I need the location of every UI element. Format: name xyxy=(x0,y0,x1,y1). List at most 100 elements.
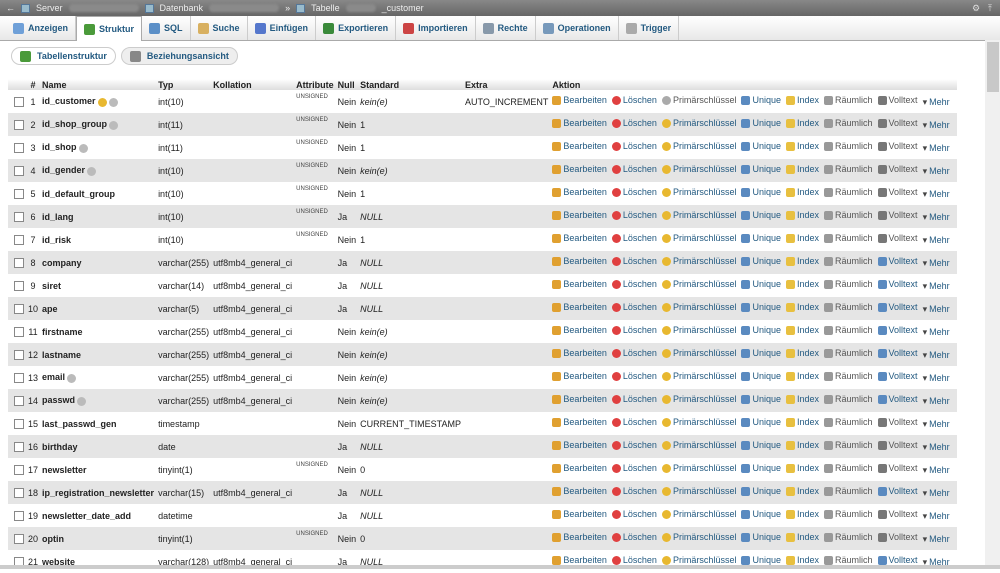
row-checkbox[interactable] xyxy=(14,120,24,130)
action-edit[interactable]: Bearbeiten xyxy=(552,440,607,450)
action-unique[interactable]: Unique xyxy=(741,486,781,496)
action-drop[interactable]: Löschen xyxy=(611,463,657,473)
action-drop[interactable]: Löschen xyxy=(611,118,657,128)
action-more[interactable]: ▾ Mehr xyxy=(923,396,950,407)
action-index[interactable]: Index xyxy=(785,325,819,335)
action-drop[interactable]: Löschen xyxy=(611,394,657,404)
action-drop[interactable]: Löschen xyxy=(611,348,657,358)
header-extra[interactable]: Extra xyxy=(463,79,551,90)
action-primary[interactable]: Primärschlüssel xyxy=(661,302,736,312)
column-name[interactable]: ip_registration_newsletter xyxy=(42,487,155,498)
action-drop[interactable]: Löschen xyxy=(611,555,657,565)
row-checkbox[interactable] xyxy=(14,235,24,245)
action-more[interactable]: ▾ Mehr xyxy=(923,166,950,177)
action-primary[interactable]: Primärschlüssel xyxy=(661,509,736,519)
scrollbar[interactable] xyxy=(985,40,1000,565)
action-index[interactable]: Index xyxy=(785,555,819,565)
action-edit[interactable]: Bearbeiten xyxy=(552,394,607,404)
header-aktion[interactable]: Aktion xyxy=(550,79,957,90)
header-name[interactable]: Name xyxy=(40,79,157,90)
column-name[interactable]: ape xyxy=(42,303,58,314)
row-checkbox[interactable] xyxy=(14,304,24,314)
action-edit[interactable]: Bearbeiten xyxy=(552,141,607,151)
row-checkbox[interactable] xyxy=(14,143,24,153)
action-edit[interactable]: Bearbeiten xyxy=(552,210,607,220)
action-edit[interactable]: Bearbeiten xyxy=(552,256,607,266)
action-primary[interactable]: Primärschlüssel xyxy=(661,118,736,128)
action-primary[interactable]: Primärschlüssel xyxy=(661,233,736,243)
action-index[interactable]: Index xyxy=(785,141,819,151)
action-fulltext[interactable]: Volltext xyxy=(877,325,918,335)
action-drop[interactable]: Löschen xyxy=(611,164,657,174)
action-unique[interactable]: Unique xyxy=(741,256,781,266)
column-name[interactable]: last_passwd_gen xyxy=(42,418,117,429)
action-unique[interactable]: Unique xyxy=(741,509,781,519)
action-edit[interactable]: Bearbeiten xyxy=(552,187,607,197)
action-unique[interactable]: Unique xyxy=(741,95,781,105)
action-edit[interactable]: Bearbeiten xyxy=(552,555,607,565)
row-checkbox[interactable] xyxy=(14,396,24,406)
row-checkbox[interactable] xyxy=(14,327,24,337)
action-fulltext[interactable]: Volltext xyxy=(877,348,918,358)
action-unique[interactable]: Unique xyxy=(741,325,781,335)
action-index[interactable]: Index xyxy=(785,164,819,174)
action-index[interactable]: Index xyxy=(785,371,819,381)
action-more[interactable]: ▾ Mehr xyxy=(923,465,950,476)
action-fulltext[interactable]: Volltext xyxy=(877,279,918,289)
action-index[interactable]: Index xyxy=(785,256,819,266)
header-kollation[interactable]: Kollation xyxy=(211,79,295,90)
action-unique[interactable]: Unique xyxy=(741,233,781,243)
tab-importieren[interactable]: Importieren xyxy=(396,16,476,40)
row-checkbox[interactable] xyxy=(14,281,24,291)
action-unique[interactable]: Unique xyxy=(741,302,781,312)
action-primary[interactable]: Primärschlüssel xyxy=(661,187,736,197)
column-name[interactable]: lastname xyxy=(42,349,82,360)
action-edit[interactable]: Bearbeiten xyxy=(552,486,607,496)
action-edit[interactable]: Bearbeiten xyxy=(552,302,607,312)
action-fulltext[interactable]: Volltext xyxy=(877,486,918,496)
action-primary[interactable]: Primärschlüssel xyxy=(661,532,736,542)
column-name[interactable]: id_shop_group xyxy=(42,119,108,130)
action-unique[interactable]: Unique xyxy=(741,371,781,381)
action-index[interactable]: Index xyxy=(785,394,819,404)
tab-rechte[interactable]: Rechte xyxy=(476,16,536,40)
column-name[interactable]: firstname xyxy=(42,326,83,337)
action-primary[interactable]: Primärschlüssel xyxy=(661,440,736,450)
action-drop[interactable]: Löschen xyxy=(611,279,657,289)
row-checkbox[interactable] xyxy=(14,442,24,452)
action-drop[interactable]: Löschen xyxy=(611,486,657,496)
column-name[interactable]: id_risk xyxy=(42,234,72,245)
subtab-tabellenstruktur[interactable]: Tabellenstruktur xyxy=(11,47,116,65)
action-drop[interactable]: Löschen xyxy=(611,417,657,427)
action-primary[interactable]: Primärschlüssel xyxy=(661,348,736,358)
action-edit[interactable]: Bearbeiten xyxy=(552,509,607,519)
action-unique[interactable]: Unique xyxy=(741,210,781,220)
action-fulltext[interactable]: Volltext xyxy=(877,555,918,565)
action-more[interactable]: ▾ Mehr xyxy=(923,189,950,200)
row-checkbox[interactable] xyxy=(14,373,24,383)
column-name[interactable]: id_lang xyxy=(42,211,74,222)
action-unique[interactable]: Unique xyxy=(741,279,781,289)
row-checkbox[interactable] xyxy=(14,258,24,268)
action-drop[interactable]: Löschen xyxy=(611,532,657,542)
header-standard[interactable]: Standard xyxy=(358,79,464,90)
column-name[interactable]: email xyxy=(42,372,66,383)
action-index[interactable]: Index xyxy=(785,95,819,105)
action-edit[interactable]: Bearbeiten xyxy=(552,532,607,542)
action-edit[interactable]: Bearbeiten xyxy=(552,463,607,473)
action-edit[interactable]: Bearbeiten xyxy=(552,95,607,105)
tab-trigger[interactable]: Trigger xyxy=(619,16,680,40)
action-primary[interactable]: Primärschlüssel xyxy=(661,164,736,174)
header-typ[interactable]: Typ xyxy=(156,79,212,90)
tab-operationen[interactable]: Operationen xyxy=(536,16,619,40)
action-drop[interactable]: Löschen xyxy=(611,187,657,197)
action-more[interactable]: ▾ Mehr xyxy=(923,442,950,453)
action-edit[interactable]: Bearbeiten xyxy=(552,371,607,381)
row-checkbox[interactable] xyxy=(14,166,24,176)
action-primary[interactable]: Primärschlüssel xyxy=(661,463,736,473)
action-more[interactable]: ▾ Mehr xyxy=(923,350,950,361)
action-unique[interactable]: Unique xyxy=(741,118,781,128)
action-fulltext[interactable]: Volltext xyxy=(877,302,918,312)
action-edit[interactable]: Bearbeiten xyxy=(552,164,607,174)
action-more[interactable]: ▾ Mehr xyxy=(923,557,950,568)
